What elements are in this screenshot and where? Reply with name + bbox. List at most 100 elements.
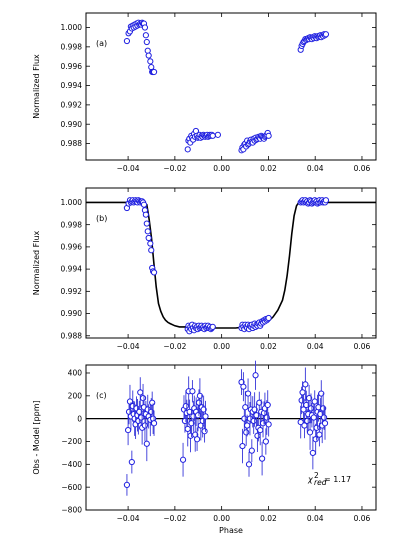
- chi-value: = 1.17: [324, 475, 351, 484]
- data-point: [150, 269, 158, 276]
- data-point: [145, 234, 152, 242]
- data-point: [139, 395, 147, 402]
- data-point: [306, 395, 313, 402]
- y-tick-label: 0.988: [61, 139, 83, 148]
- data-point: [242, 404, 249, 411]
- panel-label: (c): [96, 391, 107, 400]
- data-point: [313, 424, 320, 431]
- data-point: [310, 414, 317, 421]
- data-point: [123, 37, 131, 45]
- panel-b: −0.04 −0.02 0.00 0.02 0.04 0.06 0.988 0.990 0.99…: [32, 187, 377, 351]
- data-point: [138, 414, 145, 421]
- data-point: [244, 390, 252, 397]
- data-point: [265, 132, 272, 139]
- x-tick-label: 0.02: [260, 164, 277, 173]
- data-point: [307, 405, 315, 412]
- y-tick-label: 1.000: [61, 198, 83, 207]
- panel-label: (b): [96, 214, 107, 223]
- data-point: [302, 381, 309, 388]
- data-point: [306, 429, 314, 436]
- data-point: [251, 406, 258, 413]
- y-tick-label: −800: [61, 506, 82, 515]
- data-point: [253, 412, 260, 419]
- data-point: [143, 38, 150, 46]
- data-point: [144, 228, 151, 235]
- chi-subscript: red: [314, 478, 327, 487]
- data-point: [123, 481, 131, 488]
- x-tick-label: −0.02: [163, 514, 186, 523]
- data-point: [150, 420, 158, 427]
- data-point: [299, 389, 306, 396]
- data-point: [124, 426, 132, 434]
- data-point: [182, 403, 189, 410]
- y-tick-label: 200: [68, 391, 83, 400]
- y-tick-label: 1.000: [61, 23, 83, 32]
- chi-superscript: 2: [314, 471, 319, 480]
- plot-frame: [85, 12, 377, 161]
- data-point: [264, 401, 271, 409]
- model-curve: [86, 201, 376, 329]
- data-point: [304, 417, 311, 425]
- y-tick-label: 0.988: [61, 331, 83, 340]
- data-point: [184, 146, 191, 153]
- data-point: [248, 447, 255, 454]
- data-point: [202, 413, 209, 420]
- data-point: [142, 32, 149, 39]
- y-tick-label: 0.996: [61, 62, 83, 71]
- y-tick-label: 0.992: [61, 100, 83, 109]
- y-tick-label: 0.990: [61, 309, 83, 318]
- y-tick-label: 0.994: [61, 265, 83, 274]
- data-point: [144, 47, 151, 54]
- data-point: [194, 412, 202, 419]
- y-tick-label: 400: [68, 369, 83, 378]
- y-axis-label: Obs - Model [ppm]: [32, 400, 41, 474]
- x-tick-label: 0.00: [213, 342, 230, 351]
- plot-frame: [85, 364, 377, 511]
- data-point: [316, 431, 323, 438]
- x-axis-label: Phase: [219, 526, 243, 535]
- x-tick-label: 0.02: [260, 342, 277, 351]
- data-point: [201, 428, 208, 435]
- data-point: [149, 399, 156, 406]
- x-tick-label: 0.06: [354, 514, 371, 523]
- y-tick-label: −600: [61, 483, 82, 492]
- y-tick-label: 0.998: [61, 220, 83, 229]
- data-point: [150, 68, 158, 76]
- panel-a: −0.04 −0.02 0.00 0.02 0.04 0.06 0.988 0.990 0.99…: [32, 12, 377, 173]
- data-point: [184, 425, 191, 433]
- y-tick-label: 0.992: [61, 287, 83, 296]
- y-tick-label: −400: [61, 460, 82, 469]
- data-point: [250, 417, 257, 425]
- data-point: [265, 314, 272, 322]
- y-tick-label: 0.990: [61, 120, 83, 129]
- data-point: [143, 220, 150, 227]
- panel-label: (a): [96, 39, 107, 48]
- data-point: [143, 440, 150, 447]
- y-tick-label: 0: [77, 414, 82, 423]
- data-point: [243, 429, 250, 436]
- data-point: [311, 398, 318, 405]
- data-point: [256, 399, 263, 406]
- data-point: [200, 406, 207, 413]
- data-point: [142, 211, 149, 218]
- data-point: [318, 390, 325, 397]
- x-tick-label: 0.04: [307, 164, 324, 173]
- data-point: [209, 132, 216, 139]
- data-point: [322, 197, 330, 204]
- x-tick-label: 0.06: [354, 164, 371, 173]
- x-tick-label: −0.04: [117, 514, 140, 523]
- data-point: [145, 52, 152, 59]
- x-tick-label: 0.06: [354, 342, 371, 351]
- panel-c: −0.04 −0.02 0.00 0.02 0.04 0.06 −800 −600 −400 −2…: [32, 360, 377, 535]
- x-tick-label: 0.02: [260, 514, 277, 523]
- y-axis-label: Normalized Flux: [32, 54, 41, 119]
- data-point: [259, 455, 266, 462]
- data-point: [245, 461, 253, 468]
- data-point: [147, 58, 154, 65]
- x-tick-label: −0.02: [163, 164, 186, 173]
- y-tick-label: 0.994: [61, 81, 83, 90]
- x-tick-label: −0.04: [117, 164, 140, 173]
- data-point: [179, 456, 187, 463]
- plot-frame: [85, 187, 377, 339]
